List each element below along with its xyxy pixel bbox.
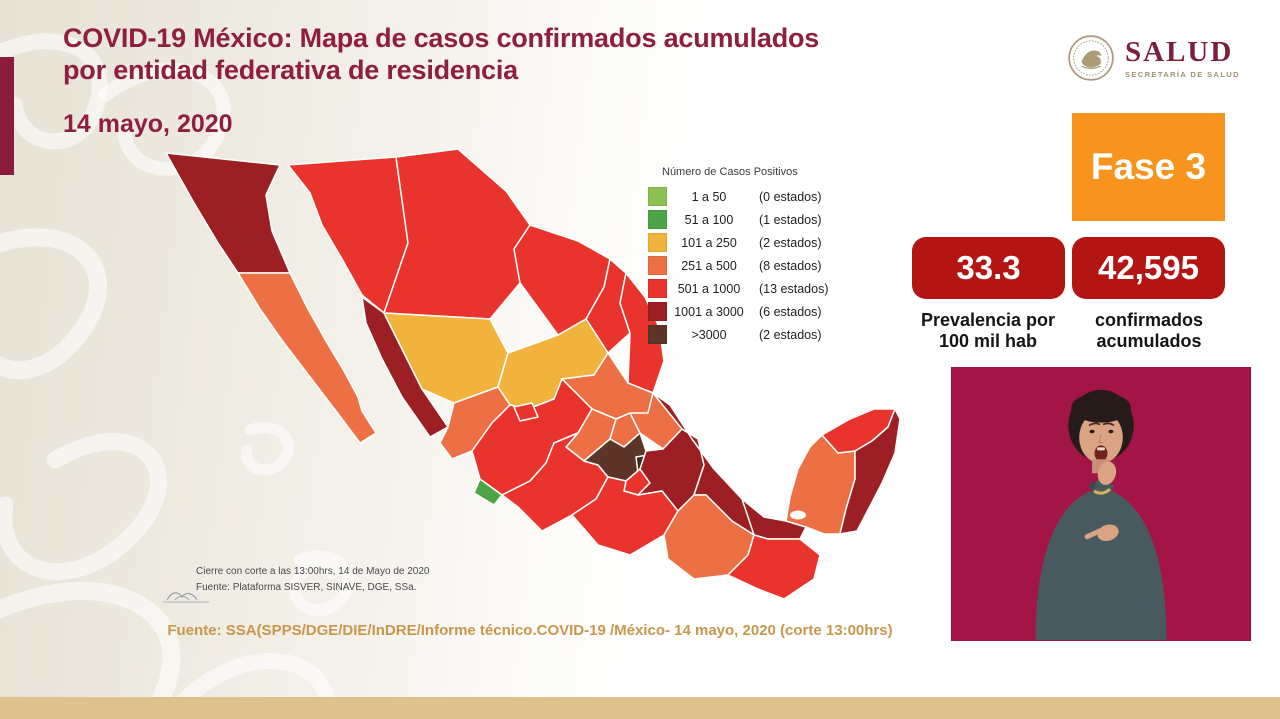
phase-badge: Fase 3 [1072, 113, 1225, 221]
laguna-de-terminos [790, 510, 806, 520]
confirmed-caption: confirmados acumulados [1094, 310, 1204, 352]
interpreter-figure [1035, 389, 1167, 640]
legend-swatch [648, 325, 667, 344]
legend-swatch [648, 302, 667, 321]
state-quintana-roo [839, 408, 901, 535]
page-title: COVID-19 México: Mapa de casos confirmad… [63, 22, 819, 87]
legend-swatch [648, 256, 667, 275]
state-baja-california-sur [237, 272, 377, 444]
legend-row: 51 a 100 (1 estados) [648, 208, 828, 231]
legend-title: Número de Casos Positivos [662, 166, 798, 178]
mexico-choropleth-map [158, 147, 906, 613]
state-chiapas [727, 534, 821, 600]
report-date: 14 mayo, 2020 [63, 110, 233, 138]
title-line-1: COVID-19 México: Mapa de casos confirmad… [63, 23, 820, 53]
title-line-2: por entidad federativa de residencia [63, 55, 518, 86]
left-accent-bar [0, 57, 14, 175]
state-sinaloa [361, 296, 449, 438]
legend-row: 1 a 50 (0 estados) [648, 185, 828, 208]
legend-swatch [648, 233, 667, 252]
wave-logo-icon [163, 592, 209, 603]
logo-subtitle: SECRETARÍA DE SALUD [1125, 69, 1240, 79]
state-sonora [287, 156, 409, 314]
state-colima [473, 478, 503, 506]
legend-row: >3000 (2 estados) [648, 323, 828, 346]
legend-swatch [648, 279, 667, 298]
state-aguascalientes [513, 402, 539, 422]
state-guerrero [571, 476, 679, 556]
eagle-seal-icon [1068, 35, 1114, 81]
state-baja-california [165, 152, 291, 274]
prevalence-caption: Prevalencia por 100 mil hab [920, 310, 1056, 352]
map-cutoff-note: Cierre con corte a las 13:00hrs, 14 de M… [196, 566, 430, 593]
legend-row: 501 a 1000 (13 estados) [648, 277, 828, 300]
legend-swatch [648, 187, 667, 206]
salud-logo: SALUD SECRETARÍA DE SALUD [1066, 33, 1240, 83]
source-footer: Fuente: SSA(SPPS/DGE/DIE/InDRE/Informe t… [167, 622, 893, 639]
bottom-gold-bar [0, 697, 1280, 719]
map-legend: Número de Casos Positivos 1 a 50 (0 estad… [648, 166, 828, 346]
logo-name: SALUD [1125, 35, 1234, 68]
legend-swatch [648, 210, 667, 229]
sign-language-interpreter-video [951, 367, 1251, 641]
confirmed-stat-badge: 42,595 [1072, 237, 1225, 299]
legend-row: 1001 a 3000 (6 estados) [648, 300, 828, 323]
legend-row: 101 a 250 (2 estados) [648, 231, 828, 254]
legend-row: 251 a 500 (8 estados) [648, 254, 828, 277]
prevalence-stat-badge: 33.3 [912, 237, 1065, 299]
